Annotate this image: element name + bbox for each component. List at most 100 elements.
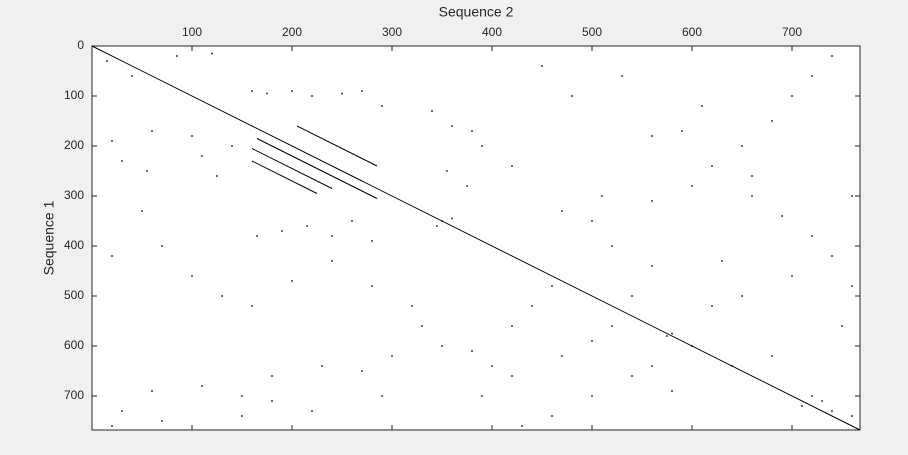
match-dot <box>331 260 333 262</box>
match-dot <box>441 345 443 347</box>
match-dot <box>711 165 713 167</box>
match-dot <box>611 245 613 247</box>
match-dot <box>371 285 373 287</box>
match-dot <box>201 385 203 387</box>
match-dot <box>591 220 593 222</box>
match-dot <box>251 305 253 307</box>
match-dot <box>341 92 343 95</box>
match-dot <box>831 55 833 57</box>
y-tick-label: 0 <box>77 38 84 52</box>
match-dot <box>811 75 813 77</box>
match-dot <box>191 135 193 137</box>
match-dot <box>711 305 713 307</box>
match-dot <box>811 395 813 397</box>
match-dot <box>801 405 803 407</box>
match-dot <box>671 332 673 335</box>
y-axis-title: Sequence 1 <box>41 200 57 275</box>
match-dot <box>721 260 723 262</box>
match-dot <box>601 195 603 197</box>
match-dot <box>651 365 653 367</box>
match-dot <box>216 175 218 177</box>
match-dot <box>621 75 623 77</box>
match-dot <box>121 410 123 412</box>
match-dot <box>381 105 383 107</box>
match-dot <box>111 255 113 257</box>
match-dot <box>291 90 293 92</box>
match-dot <box>421 325 423 327</box>
match-dot <box>351 220 353 222</box>
y-tick-label: 600 <box>64 338 84 352</box>
match-dot <box>741 295 743 297</box>
match-dot <box>451 125 453 127</box>
match-dot <box>771 120 773 122</box>
match-dot <box>811 235 813 237</box>
x-axis-title: Sequence 2 <box>439 4 514 20</box>
match-dot <box>751 175 753 177</box>
match-dot <box>221 295 223 297</box>
match-dot <box>731 365 733 367</box>
match-dot <box>841 325 843 327</box>
y-tick-label: 700 <box>64 388 84 402</box>
match-dot <box>121 160 123 162</box>
match-dot <box>851 415 853 417</box>
match-dot <box>831 410 833 412</box>
match-dot <box>451 217 453 220</box>
match-dot <box>481 145 483 147</box>
x-tick-label: 100 <box>182 25 202 39</box>
match-dot <box>511 375 513 377</box>
match-dot <box>741 145 743 147</box>
match-dot <box>306 225 308 227</box>
x-tick-label: 500 <box>582 25 602 39</box>
match-dot <box>511 165 513 167</box>
match-dot <box>321 365 323 367</box>
match-dot <box>161 245 163 247</box>
match-dot <box>281 230 283 232</box>
match-dot <box>291 280 293 282</box>
x-tick-label: 700 <box>782 25 802 39</box>
match-dot <box>831 255 833 257</box>
match-dot <box>511 325 513 327</box>
match-dot <box>481 395 483 397</box>
y-tick-label: 300 <box>64 188 84 202</box>
match-dot <box>611 325 613 327</box>
match-dot <box>471 130 473 132</box>
y-tick-label: 200 <box>64 138 84 152</box>
match-dot <box>111 140 113 142</box>
match-dot <box>751 195 753 197</box>
match-dot <box>411 305 413 307</box>
match-dot <box>591 395 593 397</box>
match-dot <box>266 92 268 95</box>
match-dot <box>531 305 533 307</box>
y-tick-label: 100 <box>64 88 84 102</box>
sequence-line <box>91 45 861 431</box>
match-dot <box>256 235 258 237</box>
match-dot <box>441 220 443 222</box>
match-dot <box>431 110 433 112</box>
match-dot <box>791 95 793 97</box>
match-dot <box>331 235 333 237</box>
match-dot <box>271 400 273 402</box>
match-dot <box>591 340 593 342</box>
match-dot <box>271 375 273 377</box>
match-dot <box>106 60 108 62</box>
y-tick-label: 400 <box>64 238 84 252</box>
match-dot <box>391 355 393 357</box>
match-dot <box>671 390 673 392</box>
match-dot <box>691 345 693 347</box>
match-dot <box>111 425 113 427</box>
match-dot <box>551 285 553 287</box>
match-dot <box>571 95 573 97</box>
match-dot <box>561 210 563 212</box>
match-dot <box>176 55 178 57</box>
match-dot <box>651 135 653 137</box>
match-dot <box>161 420 163 422</box>
match-dot <box>651 200 653 202</box>
match-dot <box>466 185 468 187</box>
match-dot <box>851 285 853 287</box>
x-tick-label: 400 <box>482 25 502 39</box>
x-tick-label: 200 <box>282 25 302 39</box>
match-dot <box>491 365 493 367</box>
match-dot <box>781 215 783 217</box>
match-dot <box>561 355 563 357</box>
